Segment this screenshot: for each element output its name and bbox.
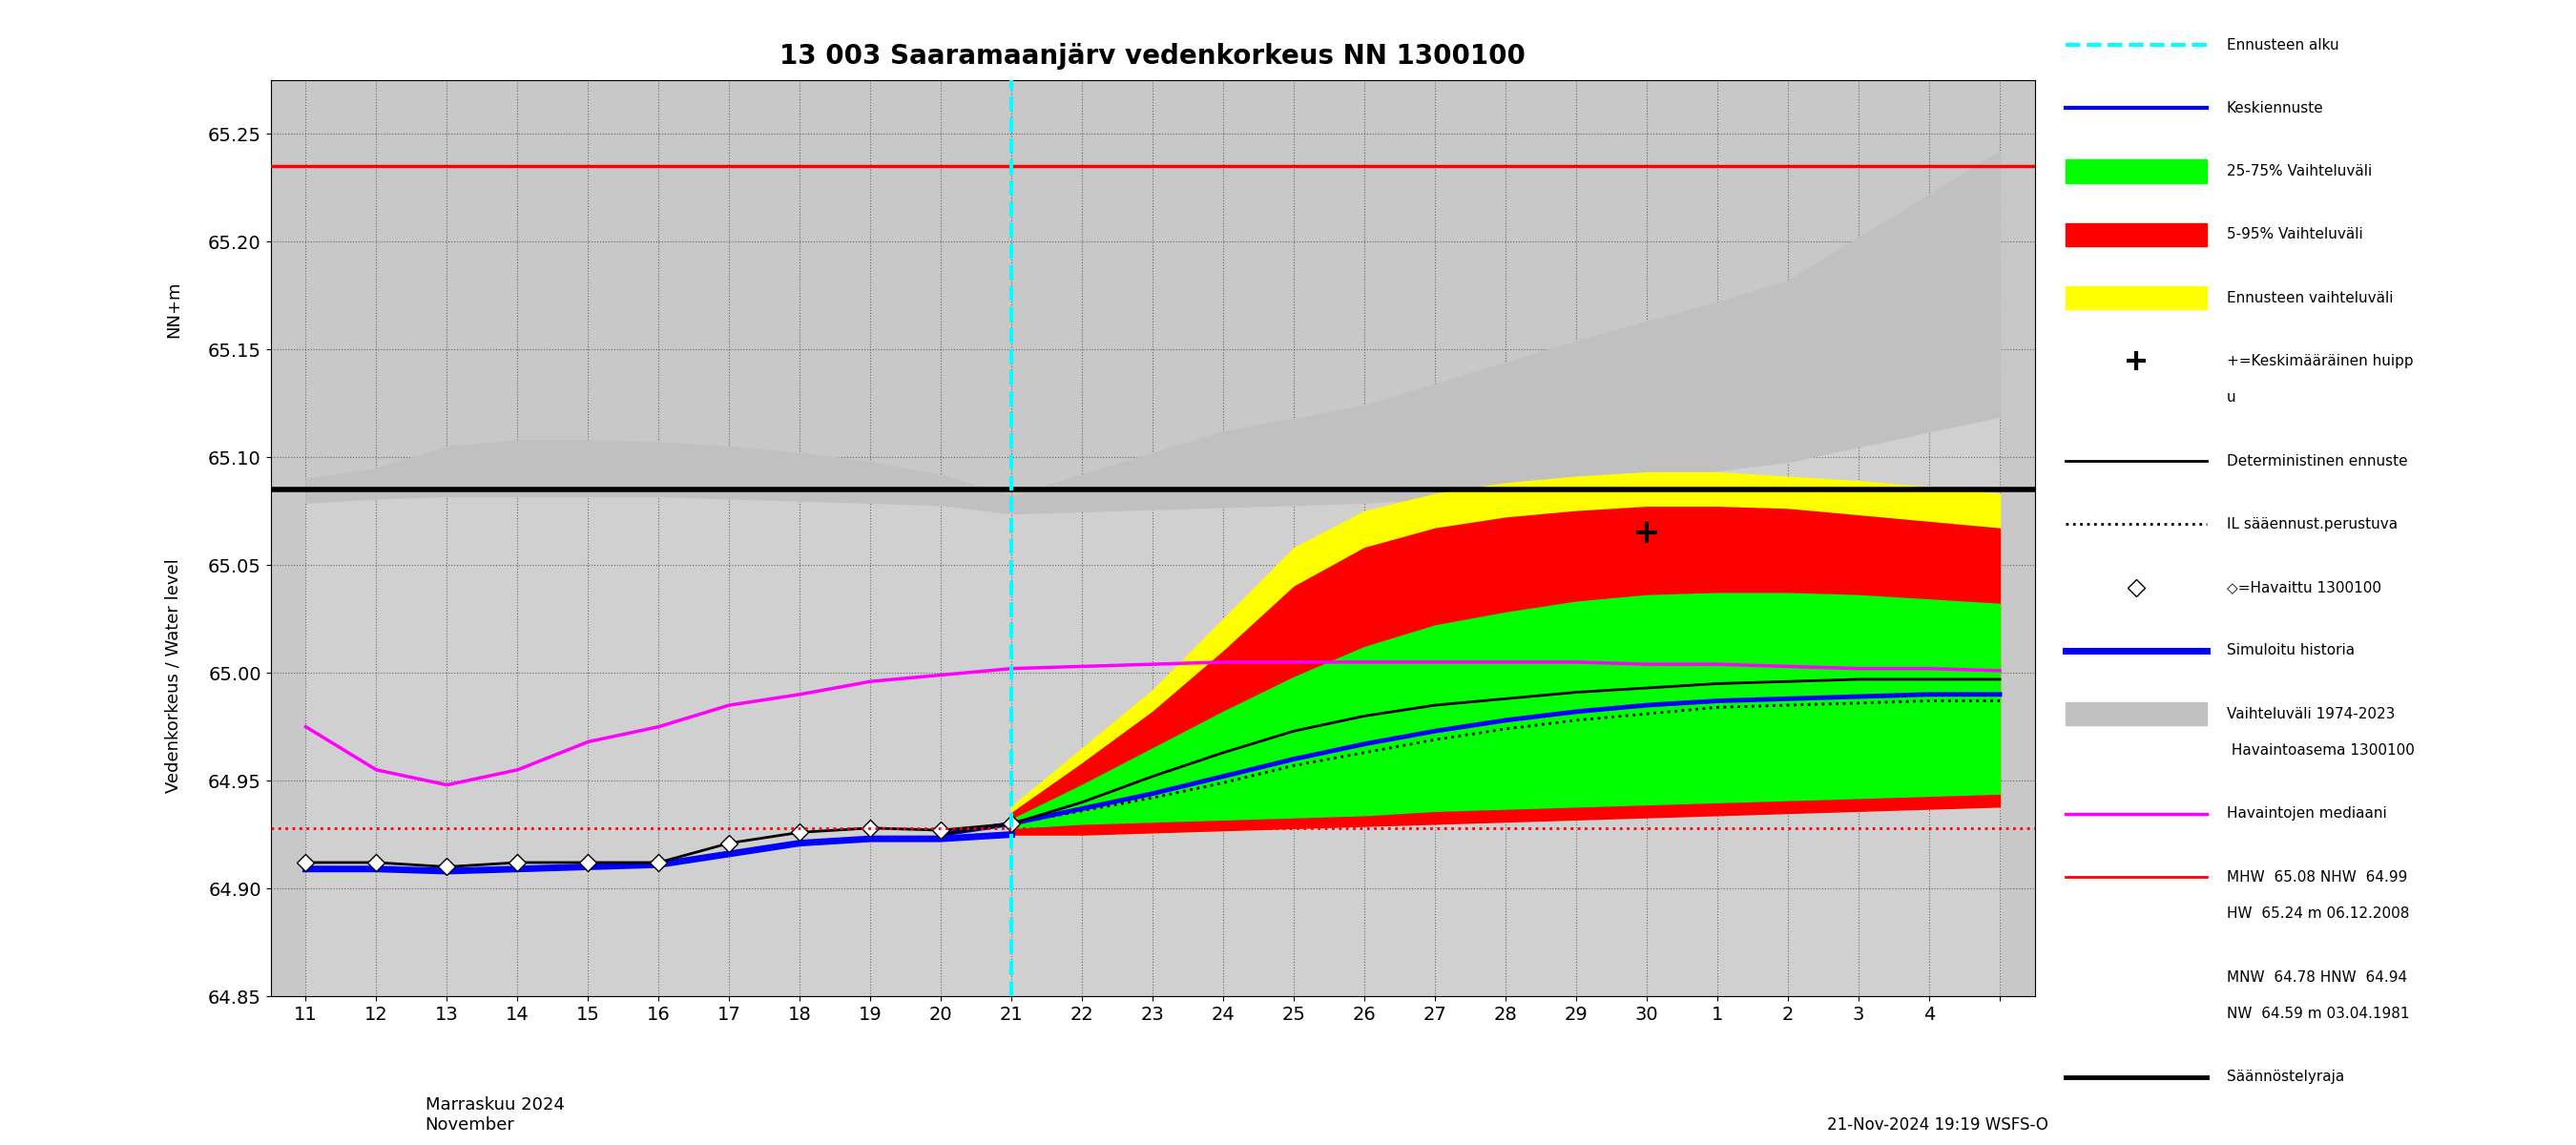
- Text: Havaintojen mediaani: Havaintojen mediaani: [2226, 807, 2385, 821]
- Text: MNW  64.78 HNW  64.94: MNW 64.78 HNW 64.94: [2226, 970, 2406, 985]
- Text: 25-75% Vaihteluväli: 25-75% Vaihteluväli: [2226, 164, 2372, 179]
- Bar: [2066, 223, 2208, 246]
- Text: NW  64.59 m 03.04.1981: NW 64.59 m 03.04.1981: [2226, 1006, 2409, 1021]
- Title: 13 003 Saaramaanjärv vedenkorkeus NN 1300100: 13 003 Saaramaanjärv vedenkorkeus NN 130…: [781, 44, 1525, 70]
- Text: Ennusteen vaihteluväli: Ennusteen vaihteluväli: [2226, 291, 2393, 305]
- Text: +=Keskimääräinen huipp: +=Keskimääräinen huipp: [2226, 354, 2414, 368]
- Text: MHW  65.08 NHW  64.99: MHW 65.08 NHW 64.99: [2226, 870, 2406, 884]
- Text: Havaintoasema 1300100: Havaintoasema 1300100: [2226, 743, 2414, 758]
- Text: NN+m: NN+m: [165, 281, 183, 338]
- Text: u: u: [2226, 390, 2236, 405]
- Text: 21-Nov-2024 19:19 WSFS-O: 21-Nov-2024 19:19 WSFS-O: [1826, 1116, 2048, 1134]
- Text: 5-95% Vaihteluväli: 5-95% Vaihteluväli: [2226, 228, 2362, 242]
- Text: Vaihteluväli 1974-2023: Vaihteluväli 1974-2023: [2226, 706, 2396, 721]
- Text: Ennusteen alku: Ennusteen alku: [2226, 38, 2339, 52]
- Text: Vedenkorkeus / Water level: Vedenkorkeus / Water level: [165, 559, 183, 792]
- Bar: [2066, 286, 2208, 309]
- Text: Deterministinen ennuste: Deterministinen ennuste: [2226, 453, 2409, 468]
- Text: Simuloitu historia: Simuloitu historia: [2226, 643, 2354, 657]
- Text: HW  65.24 m 06.12.2008: HW 65.24 m 06.12.2008: [2226, 907, 2409, 921]
- Text: Marraskuu 2024
November: Marraskuu 2024 November: [425, 1097, 564, 1134]
- Text: IL sääennust.perustuva: IL sääennust.perustuva: [2226, 518, 2398, 531]
- Text: ◇=Havaittu 1300100: ◇=Havaittu 1300100: [2226, 581, 2380, 594]
- Text: Säännöstelyraja: Säännöstelyraja: [2226, 1071, 2344, 1084]
- Text: Keskiennuste: Keskiennuste: [2226, 101, 2324, 116]
- Bar: [2066, 702, 2208, 726]
- Bar: [2066, 159, 2208, 183]
